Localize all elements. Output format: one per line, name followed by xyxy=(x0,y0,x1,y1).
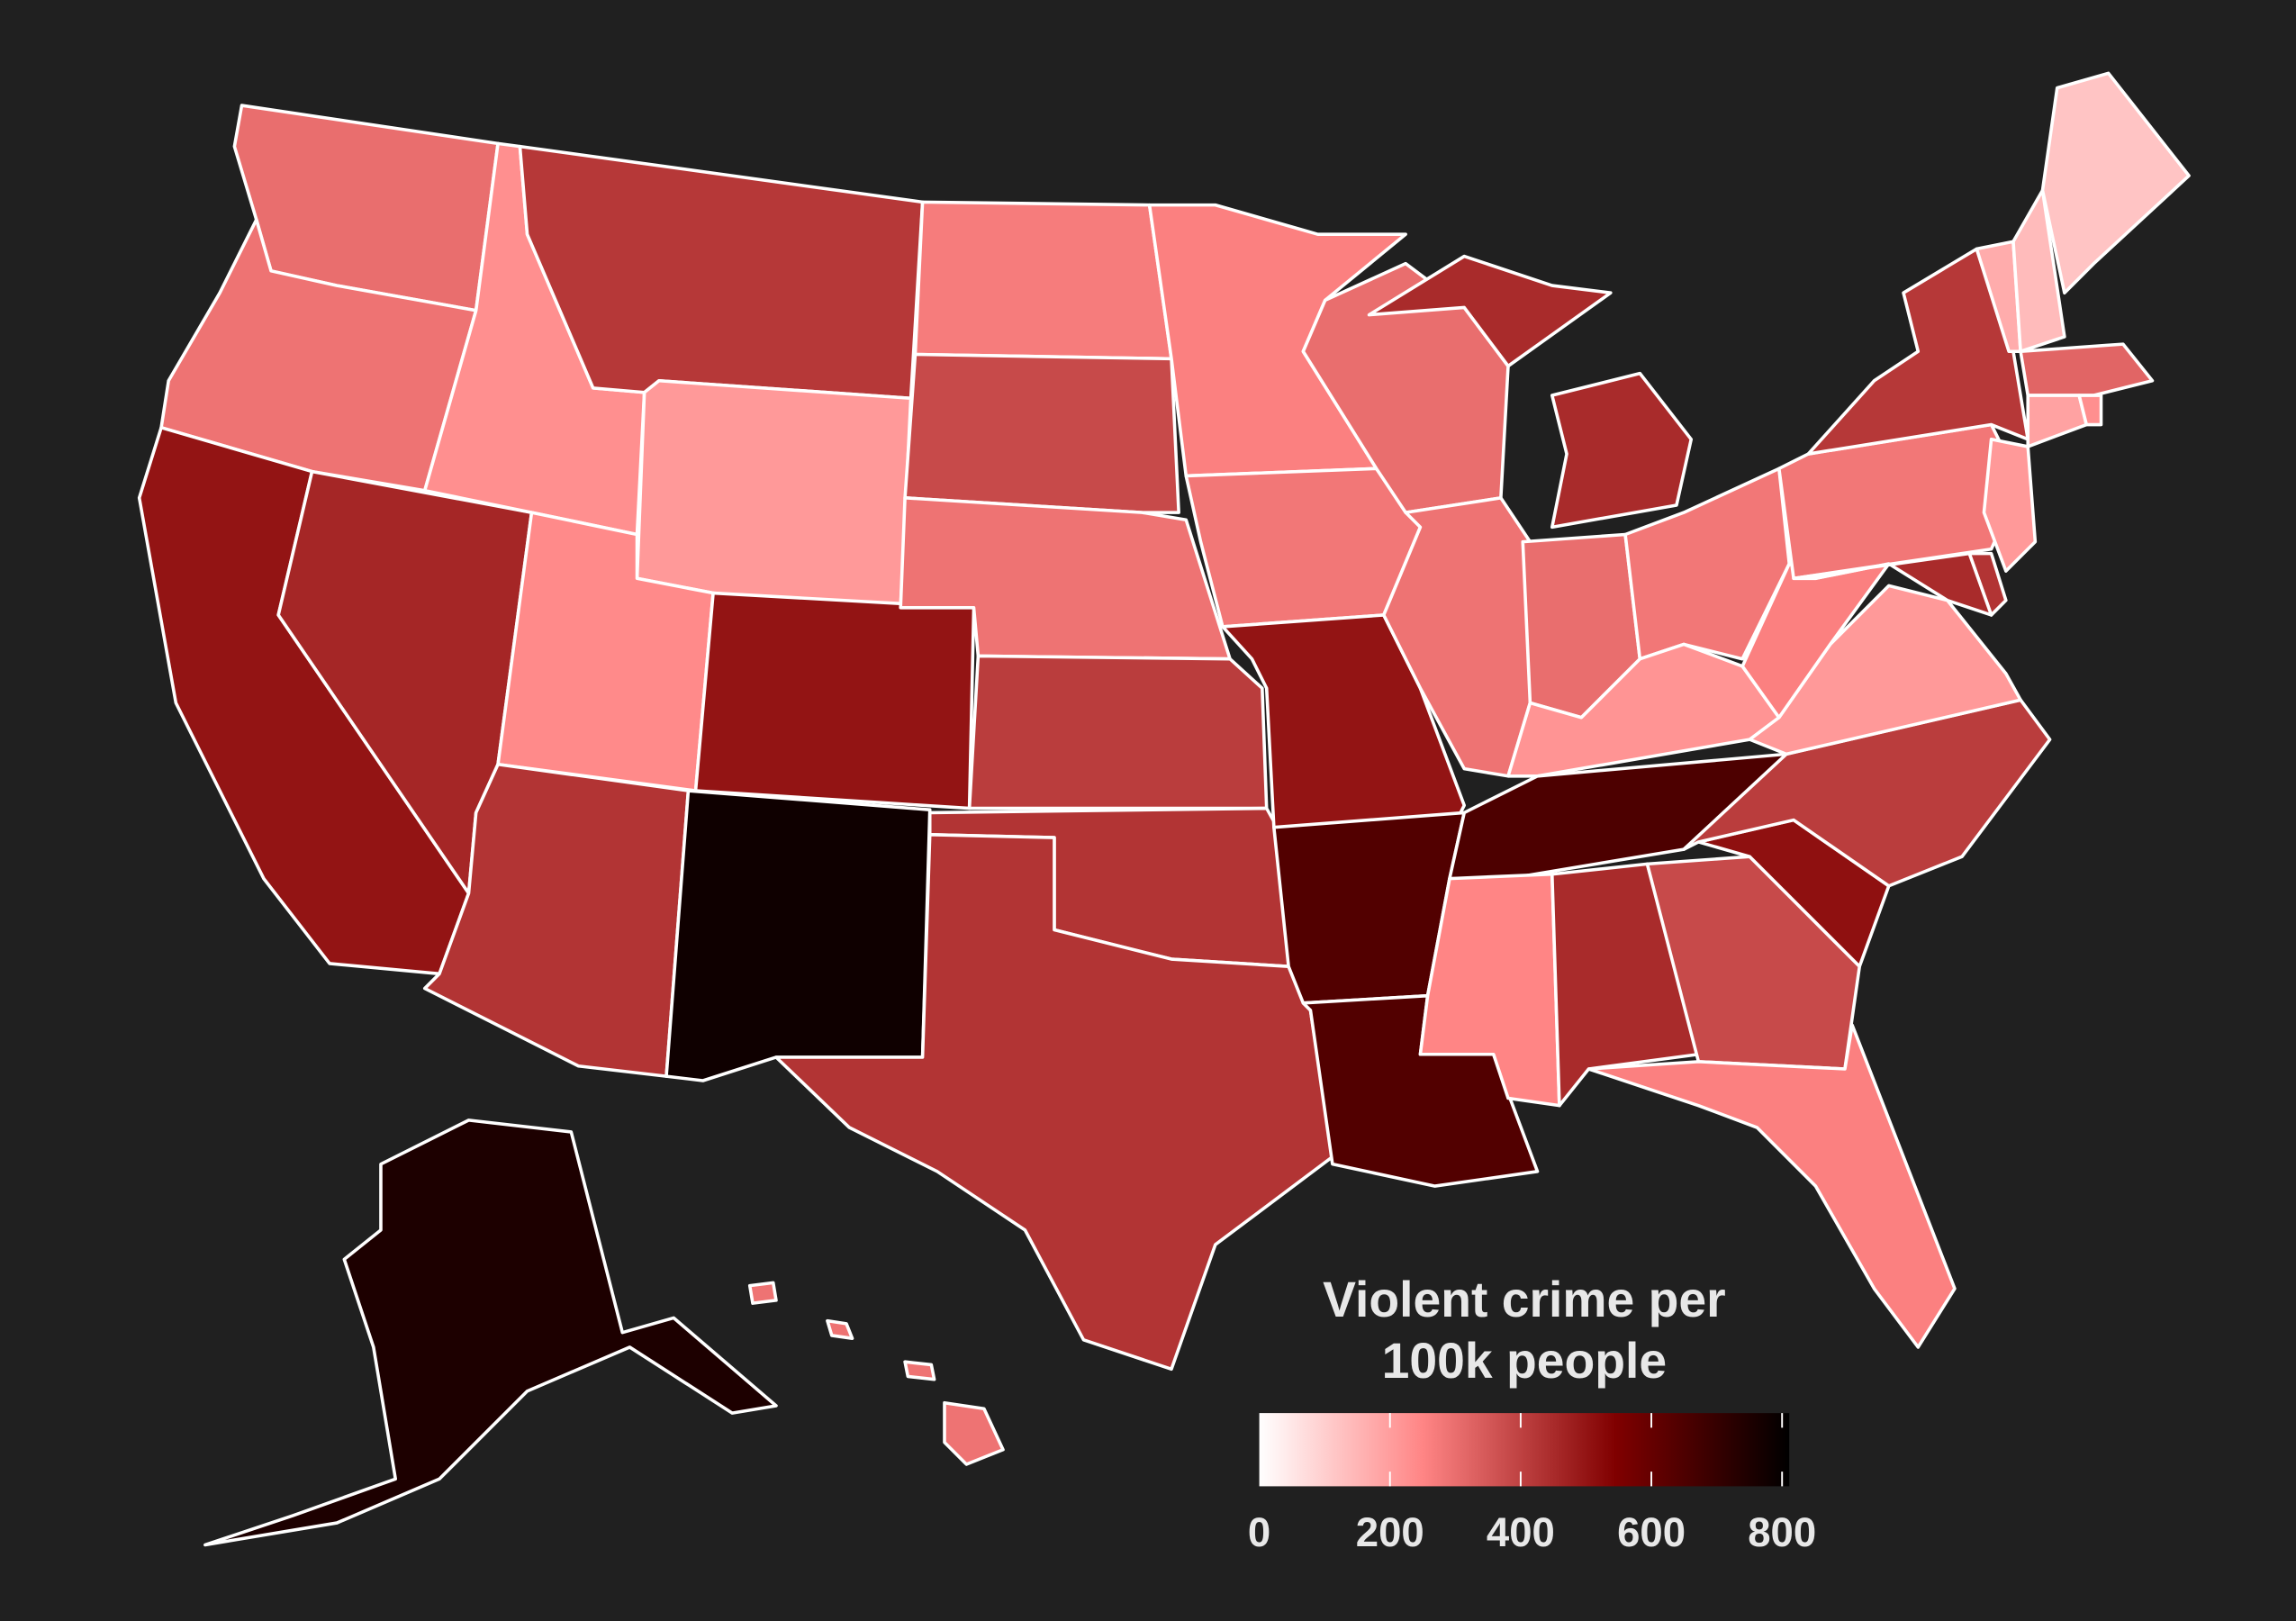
state-hi xyxy=(903,1360,936,1381)
state-nh xyxy=(2011,188,2066,354)
legend-tick-label: 200 xyxy=(1356,1509,1424,1555)
legend-tick-label: 400 xyxy=(1487,1509,1555,1555)
state-fl xyxy=(1586,1023,1957,1349)
legend: Violent crime per 100k people 0 200 400 600… xyxy=(1248,1272,1816,1555)
state-me xyxy=(2040,71,2191,294)
legend-color-bar xyxy=(1259,1413,1790,1487)
legend-tick-label: 600 xyxy=(1617,1509,1686,1555)
state-nm xyxy=(664,789,932,1082)
state-md xyxy=(1792,551,1993,617)
legend-title-line1: Violent crime per xyxy=(1323,1272,1725,1327)
legend-tick-label: 800 xyxy=(1748,1509,1816,1555)
state-ga xyxy=(1645,855,1862,1071)
state-mi xyxy=(1367,254,1613,368)
legend-title-line2: 100k people xyxy=(1382,1333,1667,1389)
state-hi xyxy=(826,1318,854,1340)
state-tx xyxy=(774,833,1334,1372)
state-ma xyxy=(2019,342,2155,397)
state-ks xyxy=(967,654,1269,810)
state-sd xyxy=(903,352,1180,514)
state-hi xyxy=(747,1281,778,1305)
state-ak xyxy=(203,1118,778,1547)
legend-tick-label: 0 xyxy=(1248,1509,1270,1555)
state-mi xyxy=(1550,371,1694,530)
states-layer xyxy=(137,71,2191,1547)
state-nj xyxy=(1982,438,2038,573)
state-co xyxy=(693,591,976,810)
state-hi xyxy=(943,1400,1005,1466)
state-ri xyxy=(2077,394,2103,427)
state-il xyxy=(1382,496,1532,778)
state-ia xyxy=(1184,466,1423,629)
state-wy xyxy=(635,378,913,610)
state-nd xyxy=(913,200,1173,361)
